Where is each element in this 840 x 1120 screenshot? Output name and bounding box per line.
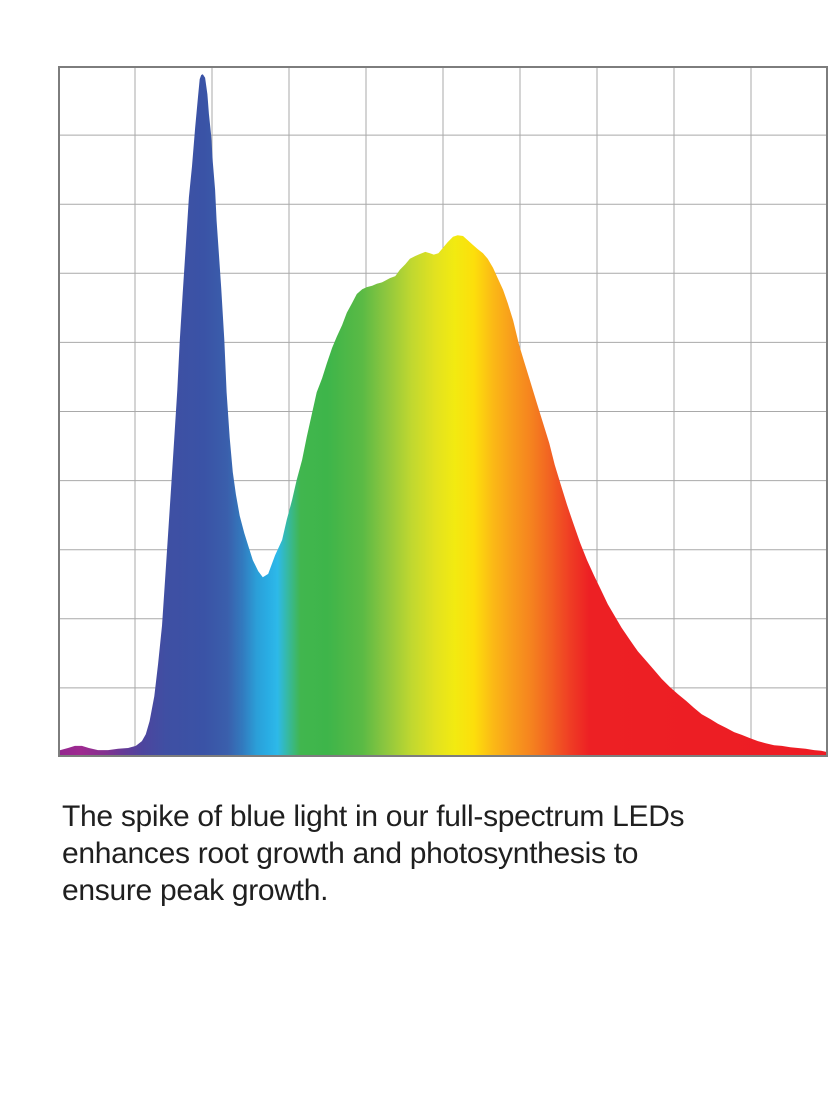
spectrum-chart-svg bbox=[58, 66, 828, 757]
caption: The spike of blue light in our full-spec… bbox=[62, 798, 792, 909]
spectrum-chart bbox=[58, 66, 828, 757]
caption-line: enhances root growth and photosynthesis … bbox=[62, 837, 639, 870]
caption-line: The spike of blue light in our full-spec… bbox=[62, 800, 685, 833]
caption-line: ensure peak growth. bbox=[62, 874, 329, 907]
spectrum-area bbox=[58, 74, 828, 757]
